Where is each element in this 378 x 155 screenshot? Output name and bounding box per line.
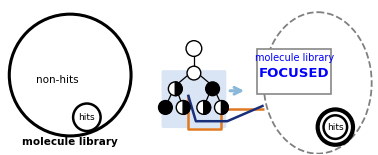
Text: non-hits: non-hits	[36, 75, 79, 85]
Circle shape	[176, 101, 190, 114]
Circle shape	[168, 82, 182, 96]
Circle shape	[197, 101, 211, 114]
Circle shape	[318, 109, 353, 145]
Text: hits: hits	[327, 123, 344, 132]
Circle shape	[158, 101, 172, 114]
Text: non-hits: non-hits	[282, 83, 324, 93]
Text: hits: hits	[79, 113, 95, 122]
Text: FOCUSED: FOCUSED	[259, 67, 329, 80]
Polygon shape	[222, 101, 228, 114]
Polygon shape	[183, 101, 190, 114]
Text: molecule library: molecule library	[22, 137, 118, 147]
Circle shape	[206, 82, 220, 96]
Circle shape	[186, 41, 202, 56]
FancyBboxPatch shape	[161, 70, 226, 128]
Circle shape	[215, 101, 228, 114]
Circle shape	[187, 66, 201, 80]
Polygon shape	[204, 101, 211, 114]
FancyBboxPatch shape	[257, 49, 332, 94]
Text: molecule library: molecule library	[254, 53, 334, 63]
Polygon shape	[175, 82, 182, 96]
